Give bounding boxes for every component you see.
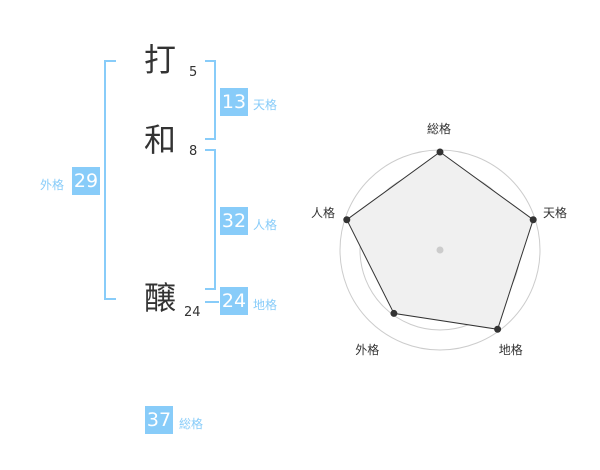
stroke-count-3: 24 [184, 305, 201, 320]
soukaku-label: 総格 [179, 417, 204, 431]
radar-axis-label: 天格 [543, 206, 568, 221]
gaikaku-label: 外格 [40, 178, 65, 192]
soukaku-value: 37 [145, 406, 173, 434]
tenkaku-value: 13 [220, 88, 248, 116]
name-char-3: 醸 [143, 279, 176, 317]
radar-point [390, 309, 398, 317]
radar-point [494, 325, 502, 333]
radar-axis-label: 総格 [427, 122, 452, 136]
chikaku-connector [205, 301, 219, 303]
radar-point [436, 148, 444, 156]
chikaku-value: 24 [220, 287, 248, 315]
radar-point [343, 216, 351, 224]
radar-center [436, 246, 444, 254]
radar-axis-label: 人格 [310, 206, 335, 221]
name-char-2: 和 [143, 121, 176, 159]
radar-axis-label: 外格 [355, 342, 380, 357]
radar-axis-label: 地格 [498, 342, 523, 357]
name-char-1: 打 [143, 41, 176, 79]
gaikaku-value: 29 [72, 167, 100, 195]
chikaku-label: 地格 [253, 298, 278, 312]
jinkaku-value: 32 [220, 207, 248, 235]
stroke-count-2: 8 [189, 144, 198, 159]
tenkaku-label: 天格 [253, 98, 278, 112]
radar-polygon [346, 151, 534, 330]
stroke-count-1: 5 [189, 65, 198, 80]
radar-point [529, 216, 537, 224]
jinkaku-label: 人格 [253, 218, 278, 232]
